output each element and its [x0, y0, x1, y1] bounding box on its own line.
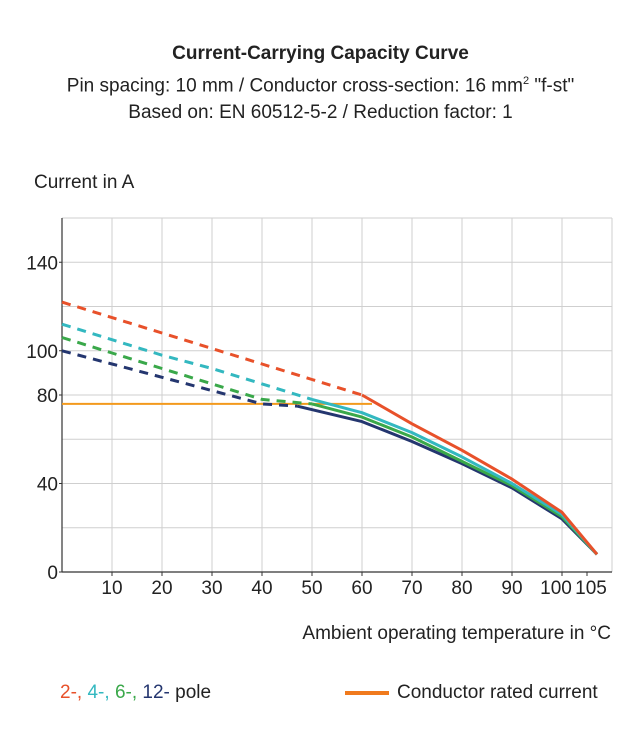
subtitle-1-sup: 2 — [522, 75, 530, 87]
y-tick-label: 40 — [37, 475, 58, 496]
x-tick-label: 80 — [451, 578, 472, 599]
legend-pole-suffix: pole — [175, 682, 212, 703]
legend-rated-swatch — [345, 691, 389, 695]
x-tick-label: 60 — [351, 578, 372, 599]
x-tick-label: 40 — [251, 578, 272, 599]
chart-subtitle-1: Pin spacing: 10 mm / Conductor cross-sec… — [0, 68, 641, 99]
y-axis-label: Current in A — [34, 172, 135, 193]
x-tick-label: 50 — [301, 578, 322, 599]
x-tick-label: 100 — [540, 578, 572, 599]
series-4-solid — [311, 397, 599, 556]
legend-pole-12: 12- — [142, 682, 170, 703]
legend-pole-2: 2-, — [60, 682, 83, 703]
x-tick-label: 70 — [401, 578, 422, 599]
series-12-dashed — [61, 349, 298, 408]
x-tick-label: 30 — [201, 578, 222, 599]
subtitle-1-end: "f-st" — [529, 75, 575, 97]
chart-subtitle-2: Based on: EN 60512-5-2 / Reduction facto… — [128, 102, 513, 124]
chart-title: Current-Carrying Capacity Curve — [172, 43, 469, 64]
chart-title-block: Current-Carrying Capacity Curve Pin spac… — [0, 40, 641, 126]
series-4-dashed — [61, 322, 313, 401]
series-6-dashed — [61, 336, 313, 406]
series-2-solid — [361, 393, 599, 556]
legend-pole-6: 6-, — [114, 682, 138, 703]
legend-poles: 2-, 4-, 6-, 12- pole — [60, 682, 211, 704]
legend-rated-label: Conductor rated current — [397, 682, 598, 703]
x-tick-label: 20 — [151, 578, 172, 599]
legend-pole-4: 4-, — [87, 682, 110, 703]
x-tick-label: 105 — [575, 578, 607, 599]
y-tick-label: 80 — [37, 386, 58, 407]
y-tick-label: 0 — [47, 563, 58, 584]
legend-rated: Conductor rated current — [345, 682, 598, 704]
x-tick-label: 10 — [101, 578, 122, 599]
subtitle-1-text: Pin spacing: 10 mm / Conductor cross-sec… — [66, 75, 523, 97]
x-axis-label: Ambient operating temperature in °C — [302, 623, 611, 644]
series-2-dashed — [61, 300, 363, 397]
y-tick-label: 140 — [26, 253, 58, 274]
x-tick-label: 90 — [501, 578, 522, 599]
series-6-solid — [311, 402, 599, 556]
series-12-solid — [296, 404, 599, 556]
y-tick-label: 100 — [26, 342, 58, 363]
